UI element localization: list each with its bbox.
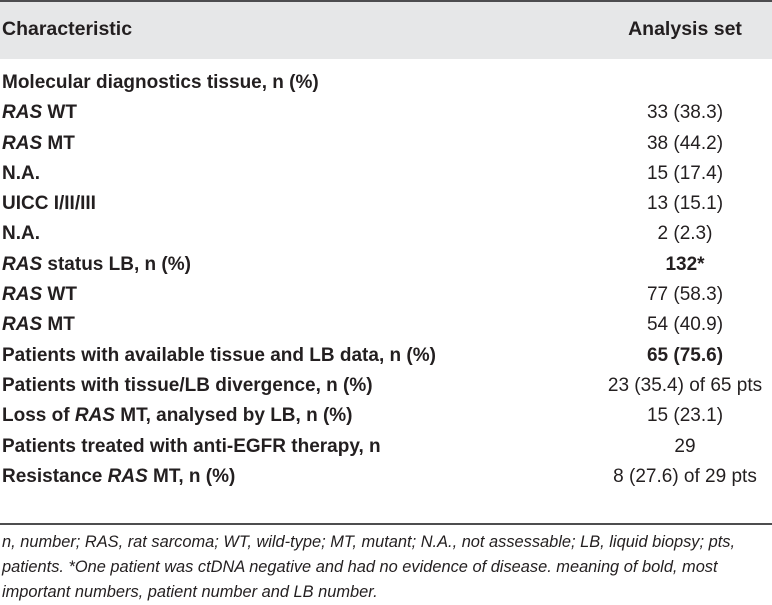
header-analysis-set: Analysis set — [628, 18, 742, 40]
table-row: RAS WT 77 (58.3) — [0, 282, 772, 312]
table-row: Molecular diagnostics tissue, n (%) — [0, 70, 772, 100]
row-value: 15 (23.1) — [646, 405, 724, 427]
row-label: RAS WT — [2, 284, 77, 306]
row-label: N.A. — [2, 223, 40, 245]
header-characteristic: Characteristic — [2, 18, 133, 40]
row-value: 65 (75.6) — [646, 344, 724, 366]
table-bottom-rule — [0, 523, 772, 525]
row-value: 29 — [674, 435, 696, 457]
table-row: RAS WT 33 (38.3) — [0, 100, 772, 130]
row-value: 38 (44.2) — [646, 132, 724, 154]
row-label: N.A. — [2, 162, 40, 184]
row-label: RAS WT — [2, 102, 77, 124]
row-label: Molecular diagnostics tissue, n (%) — [2, 72, 319, 93]
table-row: Patients treated with anti-EGFR therapy,… — [0, 434, 772, 464]
table-row: RAS MT 38 (44.2) — [0, 131, 772, 161]
row-label: Resistance RAS MT, n (%) — [2, 465, 236, 487]
row-value: 13 (15.1) — [646, 193, 724, 215]
row-value: 15 (17.4) — [646, 162, 724, 184]
row-label: Patients with available tissue and LB da… — [2, 344, 436, 366]
row-label: Patients treated with anti-EGFR therapy,… — [2, 435, 381, 457]
row-value: 77 (58.3) — [646, 284, 724, 306]
table-row: Resistance RAS MT, n (%) 8 (27.6) of 29 p… — [0, 464, 772, 494]
table-row: Loss of RAS MT, analysed by LB, n (%) 15 … — [0, 403, 772, 433]
row-label: Patients with tissue/LB divergence, n (%… — [2, 374, 373, 396]
table-row: N.A. 2 (2.3) — [0, 221, 772, 251]
table-row: RAS status LB, n (%) 132* — [0, 252, 772, 282]
row-value: 8 (27.6) of 29 pts — [613, 465, 757, 487]
table-footnote: n, number; RAS, rat sarcoma; WT, wild-ty… — [2, 533, 736, 601]
row-label: RAS MT — [2, 132, 75, 154]
table-header: Characteristic Analysis set — [0, 0, 772, 59]
row-value: 33 (38.3) — [646, 102, 724, 124]
row-label: RAS MT — [2, 314, 75, 336]
table-row: RAS MT 54 (40.9) — [0, 312, 772, 342]
row-value: 54 (40.9) — [646, 314, 724, 336]
table-row: UICC I/II/III 13 (15.1) — [0, 191, 772, 221]
table-row: Patients with available tissue and LB da… — [0, 343, 772, 373]
row-value: 23 (35.4) of 65 pts — [607, 374, 763, 396]
table-row: Patients with tissue/LB divergence, n (%… — [0, 373, 772, 403]
table-row: N.A. 15 (17.4) — [0, 161, 772, 191]
table-body: Molecular diagnostics tissue, n (%) RAS … — [0, 70, 772, 494]
row-label: Loss of RAS MT, analysed by LB, n (%) — [2, 405, 353, 427]
row-label: UICC I/II/III — [2, 193, 96, 215]
row-label: RAS status LB, n (%) — [2, 253, 191, 275]
row-value: 132* — [665, 253, 705, 275]
row-value: 2 (2.3) — [657, 223, 713, 245]
